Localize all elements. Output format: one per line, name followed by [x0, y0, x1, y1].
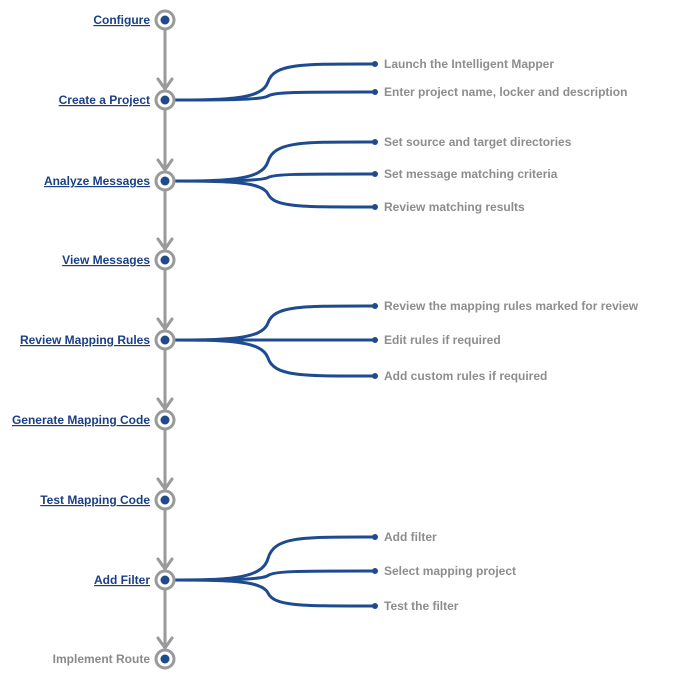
flow-arrow-icon [156, 397, 174, 411]
step-node-dot [160, 575, 170, 585]
labels: Configure Create a Project Launch the Inte… [12, 13, 639, 666]
flow-arrow-icon [156, 477, 174, 491]
flow-arrow-icon [156, 158, 174, 172]
task-dot [372, 89, 378, 95]
task-label: Select mapping project [384, 564, 516, 578]
task-dot [372, 171, 378, 177]
step-node-dot [160, 95, 170, 105]
step-node-dot [160, 495, 170, 505]
task-label: Set source and target directories [384, 135, 572, 149]
task-branches [163, 61, 378, 609]
flow-arrow-icon [156, 77, 174, 91]
task-branch [163, 179, 377, 209]
task-label: Review the mapping rules marked for revi… [384, 299, 639, 313]
task-dot [372, 204, 378, 210]
step-label[interactable]: Analyze Messages [44, 174, 150, 188]
task-dot [372, 337, 378, 343]
task-label: Review matching results [384, 200, 525, 214]
task-dot [372, 139, 378, 145]
task-branch [163, 338, 377, 378]
task-branch [163, 90, 377, 102]
task-label: Set message matching criteria [384, 167, 558, 181]
step-label[interactable]: Create a Project [59, 93, 150, 107]
flow-arrow-icon [156, 636, 174, 650]
task-dot [372, 373, 378, 379]
step-node-dot [160, 176, 170, 186]
step-nodes [154, 9, 176, 670]
step-node-dot [160, 255, 170, 265]
task-label: Edit rules if required [384, 333, 501, 347]
step-node-dot [160, 335, 170, 345]
task-branch [163, 578, 377, 608]
task-dot [372, 303, 378, 309]
step-label[interactable]: Add Filter [94, 573, 150, 587]
step-label[interactable]: Generate Mapping Code [12, 413, 150, 427]
task-dot [372, 603, 378, 609]
step-label[interactable]: Configure [93, 13, 150, 27]
flow-connectors [156, 30, 174, 650]
task-dot [372, 61, 378, 67]
task-branch [163, 304, 377, 342]
task-branch [163, 569, 377, 582]
task-dot [372, 534, 378, 540]
flow-arrow-icon [156, 237, 174, 251]
step-label[interactable]: Review Mapping Rules [20, 333, 150, 347]
task-label: Launch the Intelligent Mapper [384, 57, 554, 71]
flow-arrow-icon [156, 557, 174, 571]
task-label: Test the filter [384, 599, 459, 613]
task-label: Add custom rules if required [384, 369, 547, 383]
step-label[interactable]: View Messages [62, 253, 150, 267]
task-label: Add filter [384, 530, 437, 544]
step-node-dot [160, 654, 170, 664]
step-label[interactable]: Test Mapping Code [40, 493, 150, 507]
task-label: Enter project name, locker and descripti… [384, 85, 627, 99]
flow-arrow-icon [156, 317, 174, 331]
step-label: Implement Route [53, 652, 151, 666]
step-node-dot [160, 415, 170, 425]
task-dot [372, 568, 378, 574]
step-node-dot [160, 15, 170, 25]
